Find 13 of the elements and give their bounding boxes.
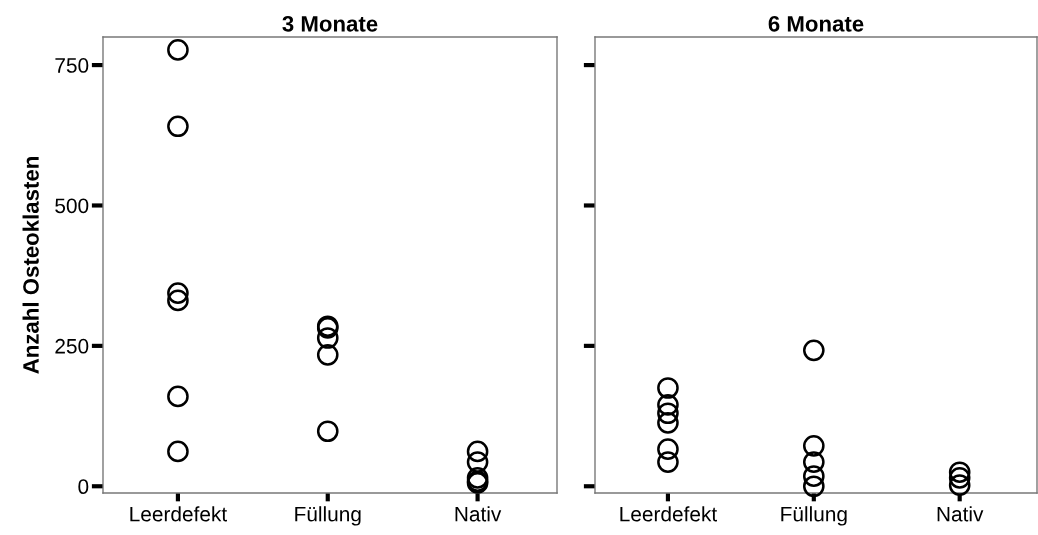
chart-title: 3 Monate <box>282 15 378 32</box>
x-tick-label: Nativ <box>455 506 502 522</box>
y-tick-label: 0 <box>78 479 89 495</box>
y-axis-title: Anzahl Osteoklasten <box>22 157 39 374</box>
y-tick-label: 500 <box>55 198 89 214</box>
y-tick-label: 250 <box>55 338 89 354</box>
x-tick-label: Füllung <box>781 506 847 526</box>
x-tick-label: Leerdefekt <box>130 506 227 522</box>
chart-title: 6 Monate <box>768 15 864 32</box>
y-tick-label: 750 <box>55 58 89 73</box>
x-tick-label: Füllung <box>295 506 361 526</box>
x-tick-label: Nativ <box>937 506 984 522</box>
x-tick-label: Leerdefekt <box>620 506 718 522</box>
